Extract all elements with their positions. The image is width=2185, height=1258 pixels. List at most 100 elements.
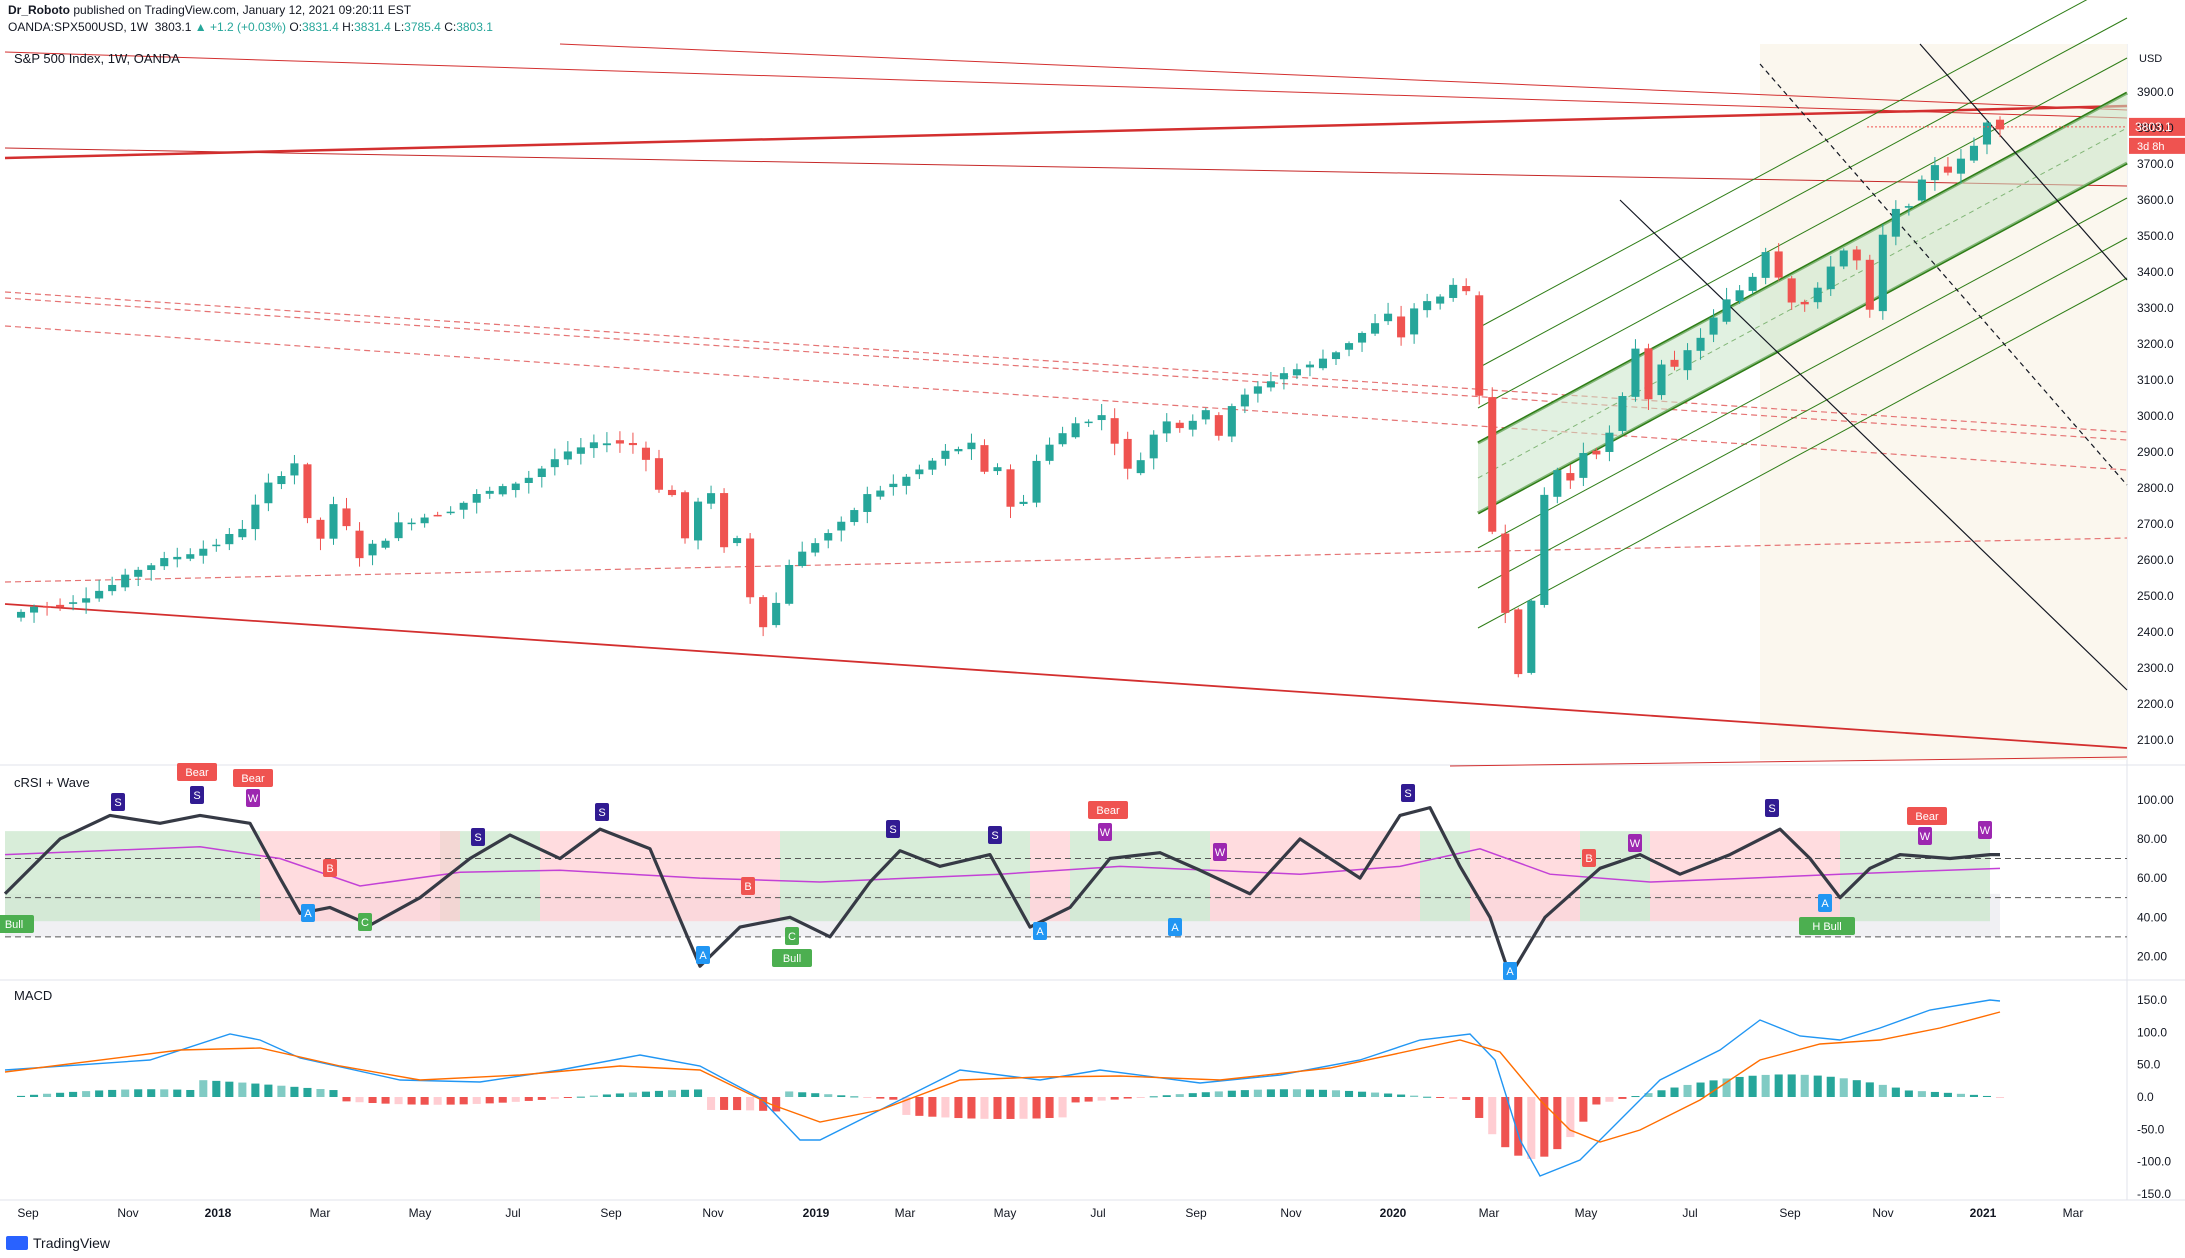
macd-histogram-bar [1475,1097,1484,1118]
candle-body [641,447,650,460]
macd-histogram-bar [667,1090,677,1097]
candle-body [928,460,937,470]
a-signal-label: A [699,950,707,962]
candle-body [1800,301,1809,305]
macd-histogram-bar [290,1086,299,1097]
macd-histogram-bar [1032,1097,1041,1119]
candle-body [1943,166,1952,173]
crsi-tick-label: 80.00 [2137,832,2167,846]
macd-histogram-bar [420,1097,429,1105]
w-signal-label: W [1100,827,1111,839]
trendline [4,51,2128,119]
candle-body [1501,533,1510,613]
macd-histogram-bar [628,1092,637,1097]
macd-histogram-bar [1748,1075,1757,1097]
macd-histogram-bar [329,1090,338,1097]
c-signal-label-bg [785,927,799,945]
macd-histogram-bar [212,1080,221,1097]
macd-histogram-bar [1019,1097,1028,1119]
candle-body [1878,234,1887,312]
candle-body [1852,249,1861,261]
macd-histogram-bar [993,1097,1002,1119]
candle-body [1318,358,1328,369]
candle-body [1032,460,1041,503]
candle-body [225,533,234,545]
candle-body [967,442,976,450]
candle-body [889,483,898,488]
time-tick-label: Nov [702,1206,723,1220]
candle-body [1006,469,1015,507]
price-tick-label: 3300.0 [2137,301,2174,315]
black-diagonal [1619,199,2128,691]
macd-histogram-bar [1175,1094,1184,1097]
candle-body [720,493,729,548]
s-signal-label-bg [471,828,485,846]
macd-histogram-bar [1904,1090,1913,1097]
candle-body [472,493,481,503]
candle-body [160,558,169,567]
candle-body [811,543,820,553]
macd-histogram-bar [1735,1076,1744,1097]
candle-body [108,584,117,592]
macd-histogram-bar [95,1090,104,1097]
candle-body [212,544,221,547]
candle-body [1631,348,1640,397]
macd-histogram-bar [1084,1097,1093,1102]
macd-histogram-bar [264,1084,273,1097]
bear-signal-label-bg [177,763,217,781]
macd-histogram-bar [56,1092,65,1097]
dashed-level-line [4,537,2128,583]
macd-histogram-bar [1826,1076,1835,1097]
crsi-zone-red [1030,831,1070,922]
macd-tick-label: 50.0 [2137,1058,2161,1072]
candle-body [1371,323,1380,334]
channel-line [1477,237,2128,589]
macd-histogram-bar [654,1090,664,1097]
bull-signal-label-bg [772,949,812,967]
candle-body [1358,332,1367,343]
macd-histogram-bar [524,1097,533,1101]
macd-histogram-bar [1670,1087,1679,1097]
price-tick-label: 3400.0 [2137,265,2174,279]
macd-histogram-bar [1566,1097,1575,1138]
c-signal-label: C [361,917,369,929]
candle-body [1722,299,1731,322]
macd-histogram-bar [30,1094,39,1097]
bear-signal-label: Bear [241,773,265,785]
macd-histogram-bar [1071,1097,1080,1103]
candle-body [368,543,377,556]
macd-histogram-bar [82,1091,91,1097]
macd-histogram-bar [1371,1092,1380,1097]
time-tick-label: Sep [600,1206,622,1220]
ohlc-line: OANDA:SPX500USD, 1W 3803.1 ▲ +1.2 (+0.03… [8,20,493,34]
s-signal-label: S [1404,788,1411,800]
s-signal-label-bg [595,803,609,821]
crsi-tick-label: 40.00 [2137,910,2167,924]
candle-body [772,602,781,626]
macd-histogram-bar [1683,1084,1692,1097]
crsi-zone-green [5,831,260,922]
crsi-tick-label: 20.00 [2137,949,2167,963]
author-name[interactable]: Dr_Roboto [8,3,70,17]
candle-body [290,463,299,476]
h-bull-signal-label: H Bull [1812,921,1841,933]
macd-tick-label: -150.0 [2137,1187,2171,1201]
macd-histogram-bar [459,1097,468,1105]
trendline [4,104,2128,160]
tradingview-logo[interactable]: TradingView [6,1235,110,1251]
s-signal-label: S [889,824,896,836]
candle-body [498,486,507,495]
h-bull-signal-label-bg [1799,917,1855,935]
macd-histogram-bar [1397,1094,1406,1097]
macd-histogram-bar [980,1097,989,1119]
macd-histogram-bar [759,1097,768,1111]
candle-body [1618,396,1627,431]
macd-histogram-bar [472,1097,481,1104]
macd-histogram-bar [1384,1093,1393,1097]
macd-histogram-bar [1657,1090,1666,1097]
macd-histogram-bar [147,1089,156,1097]
macd-histogram-bar [251,1083,260,1097]
a-signal-label-bg [696,946,710,964]
crsi-zone-green [1840,831,1990,922]
